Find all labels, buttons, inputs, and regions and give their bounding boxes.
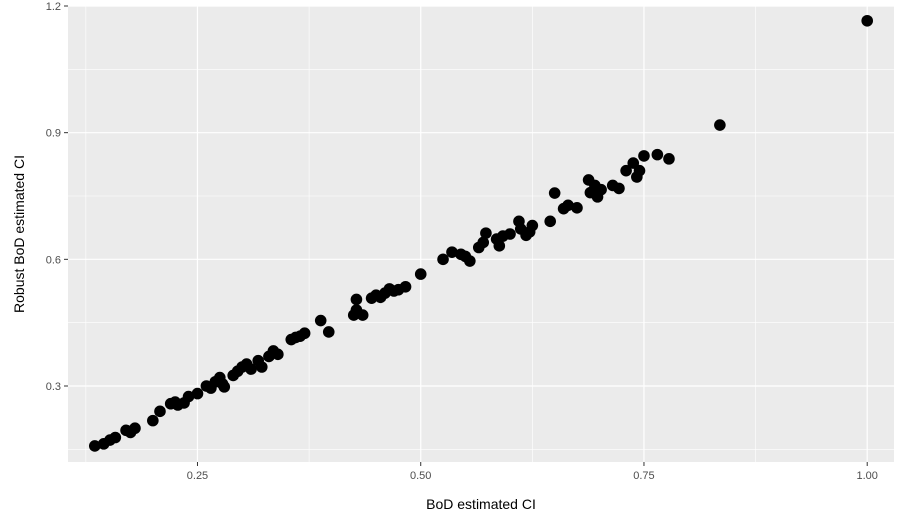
data-point (464, 255, 476, 267)
data-point (504, 228, 516, 240)
data-point (314, 314, 327, 327)
data-point (493, 240, 506, 252)
data-point (651, 148, 664, 161)
data-point (245, 363, 257, 375)
data-point (861, 14, 874, 27)
data-point (88, 440, 101, 452)
y-tick-label: 0.9 (46, 128, 61, 140)
data-point (548, 187, 561, 199)
grid-major (68, 5, 894, 462)
data-point (437, 253, 449, 266)
x-tick-label: 0.25 (187, 470, 208, 482)
data-point (109, 431, 122, 444)
data-point (322, 326, 335, 338)
data-point (255, 361, 268, 373)
y-axis-title: Robust BoD estimated CI (11, 155, 27, 313)
data-point (272, 348, 284, 361)
data-point (218, 381, 231, 393)
data-point (620, 164, 632, 177)
data-point (129, 422, 141, 435)
y-axis-ticks: 0.3 0.6 0.9 1.2 (46, 1, 68, 393)
x-axis-title: BoD estimated CI (426, 496, 536, 512)
data-point (477, 236, 490, 249)
data-points (88, 14, 874, 452)
data-point (298, 327, 311, 340)
y-tick-label: 0.6 (46, 254, 61, 266)
data-point (613, 182, 625, 195)
y-tick-label: 1.2 (46, 1, 61, 13)
data-point (414, 268, 427, 280)
data-point (154, 405, 166, 418)
data-point (526, 219, 539, 232)
data-point (571, 202, 583, 214)
x-tick-label: 1.00 (856, 470, 877, 482)
data-point (446, 246, 458, 258)
x-axis-ticks: 0.25 0.50 0.75 1.00 (187, 462, 878, 482)
data-point (182, 390, 195, 403)
data-point (399, 280, 412, 293)
data-point (544, 215, 557, 228)
x-tick-label: 0.50 (410, 470, 431, 482)
data-point (714, 119, 726, 131)
data-point (356, 309, 369, 321)
data-point (480, 227, 492, 239)
data-point (638, 150, 650, 162)
data-point (633, 164, 646, 177)
data-point (147, 414, 159, 427)
x-tick-label: 0.75 (633, 470, 654, 482)
data-point (350, 293, 363, 306)
data-point (562, 199, 574, 212)
data-point (191, 387, 204, 400)
data-point (595, 183, 607, 196)
data-point (663, 153, 675, 165)
y-tick-label: 0.3 (46, 381, 61, 393)
